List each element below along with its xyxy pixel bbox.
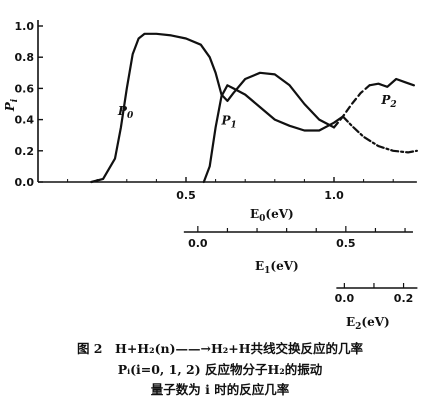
y-axis-title: Pi — [3, 98, 20, 112]
e1-axis-title: E1(eV) — [255, 259, 299, 276]
y-tick-label: 0.0 — [15, 176, 35, 189]
e1-tick-label: 0.0 — [188, 237, 208, 250]
y-axis: 0.0 0.2 0.4 0.6 0.8 1.0 Pi — [3, 20, 43, 189]
series-label-p0: P0 — [117, 104, 134, 121]
e2-tick-label: 0.2 — [394, 292, 414, 305]
series-line-p2-4 — [368, 77, 415, 88]
caption-line-1: 图 2 H+H₂(n)——→H₂+H共线交换反应的几率 — [76, 341, 364, 356]
series-line-p1-1 — [202, 84, 344, 184]
series-line-p0-0 — [90, 32, 336, 184]
series-label-p1: P1 — [221, 113, 237, 130]
e0-tick-label: 1.0 — [324, 189, 344, 202]
e1-tick-label: 0.5 — [336, 237, 356, 250]
series-line-p2-3 — [332, 84, 371, 129]
y-tick-label: 0.4 — [15, 114, 35, 127]
secondary-axes: 0.0 0.5 E1(eV) 0.0 0.2 E2(eV) — [183, 226, 418, 332]
e0-axis-title: E0(eV) — [250, 207, 294, 224]
caption-line-3: 量子数为 i 时的反应几率 — [150, 382, 290, 397]
y-tick-label: 0.6 — [15, 82, 35, 95]
y-tick-label: 0.2 — [15, 145, 35, 158]
series-line-p1-2 — [341, 115, 418, 154]
e2-axis-title: E2(eV) — [346, 315, 390, 332]
e0-tick-label: 0.5 — [176, 189, 196, 202]
series-labels: P0 P1 P2 — [117, 93, 397, 130]
series-group — [90, 32, 418, 184]
caption-line-2: Pᵢ(i=0, 1, 2) 反应物分子H₂的振动 — [117, 362, 323, 377]
e0-axis: 0.5 1.0 E0(eV) — [38, 177, 417, 224]
series-label-p2: P2 — [380, 93, 396, 110]
e2-tick-label: 0.0 — [335, 292, 355, 305]
y-tick-label: 0.8 — [15, 51, 35, 64]
y-tick-label: 1.0 — [15, 20, 35, 33]
